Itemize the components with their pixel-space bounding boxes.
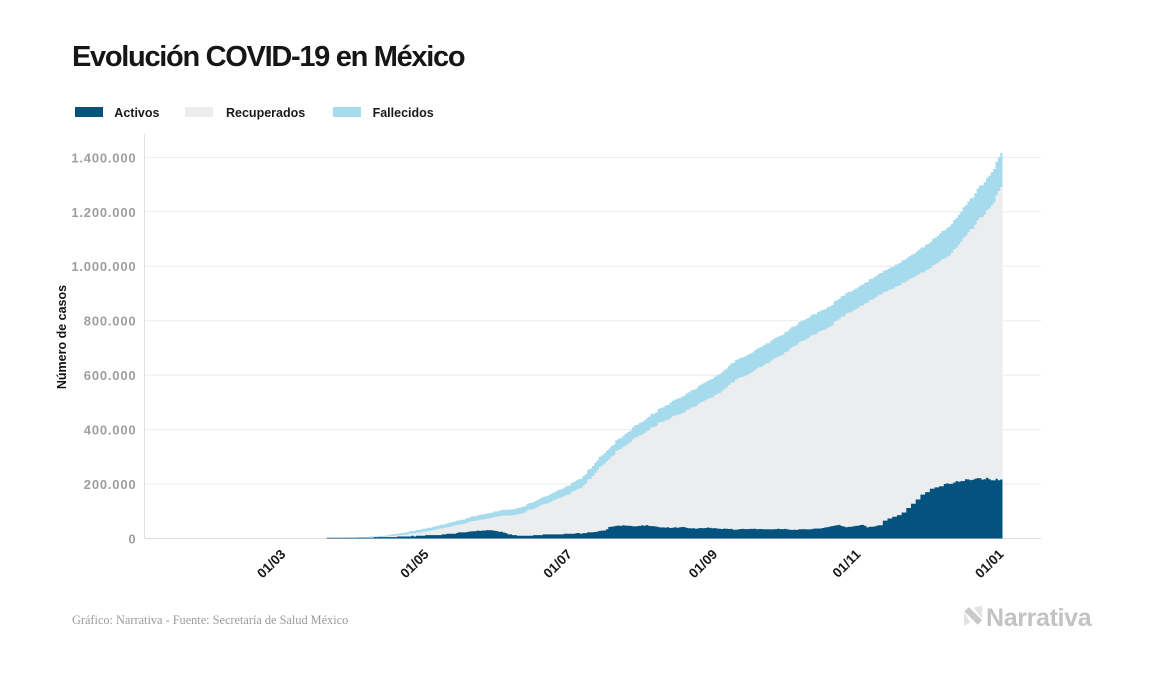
svg-text:1.000.000: 1.000.000 (71, 259, 136, 274)
svg-text:01/05: 01/05 (397, 546, 432, 581)
svg-text:Número de casos: Número de casos (55, 285, 69, 389)
svg-text:800.000: 800.000 (84, 314, 137, 329)
svg-text:1.400.000: 1.400.000 (71, 150, 136, 165)
svg-text:400.000: 400.000 (84, 423, 137, 438)
svg-text:600.000: 600.000 (84, 368, 137, 383)
svg-text:01/09: 01/09 (686, 547, 721, 582)
svg-text:1.200.000: 1.200.000 (71, 205, 136, 220)
svg-text:01/03: 01/03 (254, 546, 289, 581)
svg-text:01/01: 01/01 (972, 546, 1007, 581)
svg-text:200.000: 200.000 (84, 477, 137, 492)
svg-text:Narrativa: Narrativa (986, 604, 1093, 632)
svg-text:01/11: 01/11 (830, 546, 864, 580)
svg-text:01/07: 01/07 (540, 547, 575, 582)
svg-text:0: 0 (128, 532, 136, 547)
